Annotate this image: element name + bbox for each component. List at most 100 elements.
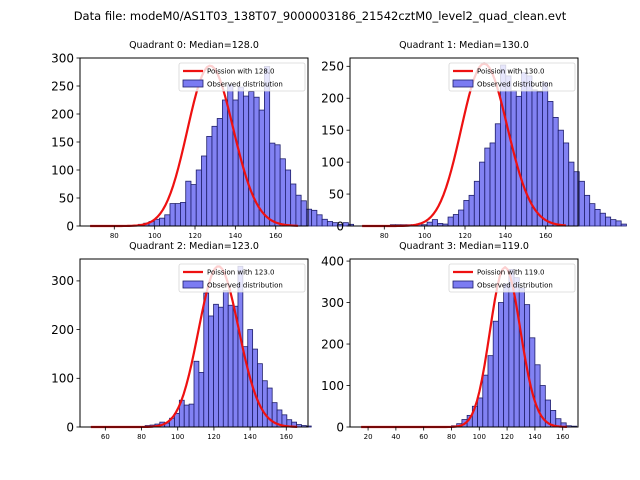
subplot-title: Quadrant 3: Median=119.0 [399,241,529,252]
histogram-bar [521,72,528,227]
y-tick-label: 0 [336,420,344,434]
legend-bar-swatch [182,79,204,88]
histogram-bar [498,302,505,428]
legend-label-observed: Observed distribution [207,282,283,290]
histogram-bar [494,123,501,227]
histogram-bar [473,180,480,227]
histogram-bar [295,194,302,227]
x-tick-label: 100 [418,232,431,240]
histogram-bar [479,161,486,227]
legend: Poission with 130.0 Observed distribution [448,62,576,92]
y-tick-label: 200 [321,337,344,351]
y-tick-label: 0 [66,219,74,233]
histogram-bar [213,303,219,428]
y-tick-label: 150 [321,123,344,137]
histogram-bar [599,212,606,227]
subplot-quadrant-3: Quadrant 3: Median=119.0 0 100 200 300 400 20 4… [321,241,579,441]
x-tick-label: 80 [137,433,146,441]
x-tick-label: 80 [110,232,119,240]
subplot-quadrant-2: Quadrant 2: Median=123.0 0 100 200 300 60 80 10… [51,241,312,441]
histogram-bar [285,169,292,227]
y-tick-label: 100 [51,163,74,177]
histogram-bar [159,217,166,227]
histogram-bar [164,214,171,227]
histogram-bar [552,117,559,227]
x-tick-label: 80 [380,232,389,240]
legend: Poission with 123.0 Observed distribution [178,263,306,293]
histogram-bar [557,129,564,227]
histogram-bar [484,147,491,227]
x-tick-label: 100 [473,433,486,441]
histogram-bar [605,216,612,227]
x-tick-label: 60 [419,433,428,441]
histogram-bar [208,315,214,428]
histogram-bar [452,214,459,227]
y-tick-label: 100 [51,372,74,386]
histogram-bar [218,306,224,428]
histogram-bar [201,155,208,227]
legend-label-observed: Observed distribution [207,81,283,89]
histogram-bar [321,218,328,227]
histogram-bar [222,99,229,227]
subplot-title: Quadrant 0: Median=128.0 [129,40,259,51]
y-tick-label: 200 [51,323,74,337]
histogram-bar [305,208,313,227]
histogram-bar [487,355,494,428]
histogram-bar [326,221,334,227]
y-tick-label: 0 [66,420,74,434]
histogram-bar [518,287,525,428]
histogram-bar [190,184,197,227]
histogram-bar [563,142,570,227]
histogram-bar [206,135,213,227]
y-tick-label: 150 [51,135,74,149]
y-tick-label: 300 [51,274,74,288]
y-tick-label: 200 [51,107,74,121]
x-tick-label: 160 [556,433,569,441]
histogram-bar [169,203,176,227]
legend-box [448,62,576,92]
histogram-bar [183,404,190,428]
histogram-bar [216,118,223,227]
legend-label-poisson: Poission with 130.0 [477,68,545,76]
histogram-bar [257,363,263,428]
y-tick-label: 250 [51,79,74,93]
histogram-bar [482,374,489,428]
legend: Poission with 128.0 Observed distribution [178,62,306,92]
x-tick-label: 20 [364,433,373,441]
figure-suptitle: Data file: modeM0/AS1T03_138T07_90000031… [74,9,567,23]
y-tick-label: 400 [321,254,344,268]
y-tick-label: 0 [336,219,344,233]
histogram-bar [536,91,543,227]
axes-frame [349,57,579,227]
histogram-bar [193,360,200,428]
y-tick-label: 100 [321,155,344,169]
histogram-bar [542,81,549,227]
histogram-bar [232,99,239,227]
y-tick-label: 300 [321,296,344,310]
y-tick-label: 250 [321,60,344,74]
histogram-bar [180,202,187,227]
histogram-bar [620,223,627,227]
legend-label-observed: Observed distribution [477,282,553,290]
axes-frame [349,258,579,428]
histogram-bar [477,397,484,428]
x-tick-label: 160 [269,232,282,240]
x-tick-label: 120 [188,232,201,240]
x-tick-label: 160 [280,433,293,441]
histogram-bar [311,209,318,227]
histogram-bar [610,219,617,227]
legend-bar-swatch [182,280,204,289]
histogram-bar [505,75,512,227]
histogram-bar [261,380,268,428]
histogram-bar [198,372,205,428]
histogram-bar [594,208,601,227]
x-tick-label: 100 [148,232,161,240]
subplot-title: Quadrant 2: Median=123.0 [129,241,259,252]
axes-frame [79,258,309,428]
x-tick-label: 40 [391,433,400,441]
subplot-quadrant-0: Quadrant 0: Median=128.0 0 50 100 150 200 250 3… [51,40,354,240]
x-tick-label: 100 [171,433,184,441]
legend-label-poisson: Poission with 128.0 [207,68,275,76]
y-tick-label: 100 [321,379,344,393]
